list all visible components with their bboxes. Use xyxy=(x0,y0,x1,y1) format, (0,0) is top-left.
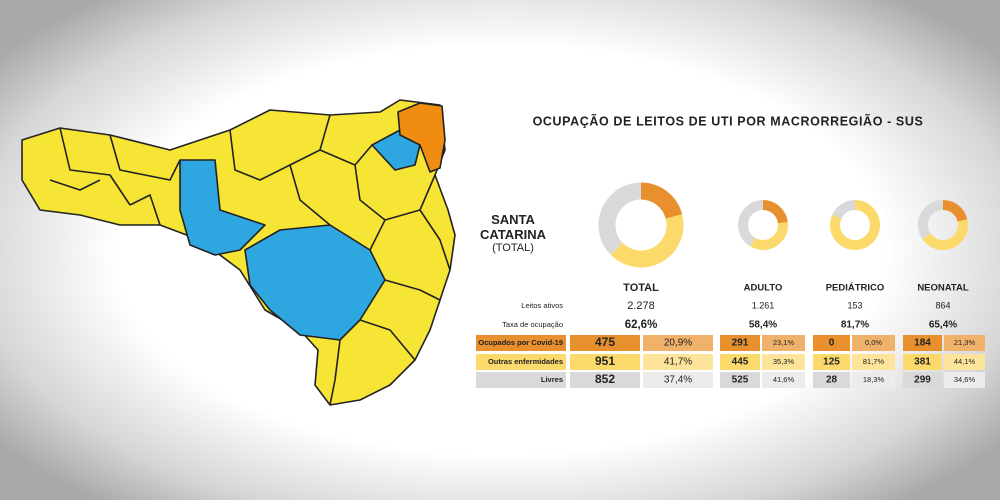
pct: 41,6% xyxy=(773,375,795,384)
pct: 35,3% xyxy=(773,357,795,366)
count: 381 xyxy=(914,357,931,368)
map-border xyxy=(49,114,451,406)
count: 28 xyxy=(826,375,838,386)
leitos-ativos: 153 xyxy=(847,300,862,310)
count-cell xyxy=(720,372,760,388)
leitos-ativos: 2.278 xyxy=(627,300,655,312)
pct: 81,7% xyxy=(863,357,885,366)
pct: 20,9% xyxy=(664,338,692,349)
row-label-bg xyxy=(476,354,566,370)
map xyxy=(21,99,456,406)
count-cell xyxy=(903,335,942,351)
count-cell xyxy=(720,335,760,351)
row-label: Taxa de ocupação xyxy=(502,320,563,329)
count: 525 xyxy=(732,375,749,386)
count-cell xyxy=(813,372,850,388)
map-region-blue xyxy=(179,159,266,256)
pct-cell xyxy=(762,335,805,351)
count-cell xyxy=(570,335,640,351)
row-label-bg xyxy=(476,372,566,388)
pct-cell xyxy=(944,335,985,351)
pct: 0,0% xyxy=(865,338,882,347)
leitos-ativos: 1.261 xyxy=(752,300,775,310)
count: 0 xyxy=(829,338,835,349)
pct-cell xyxy=(762,354,805,370)
row-label: Leitos ativos xyxy=(521,301,563,310)
taxa: 58,4% xyxy=(749,320,777,331)
table: Leitos ativos Taxa de ocupação Ocupados po… xyxy=(476,182,985,388)
donut-segment xyxy=(918,200,968,250)
count: 299 xyxy=(914,375,931,386)
count: 184 xyxy=(914,338,931,349)
pct: 23,1% xyxy=(773,338,795,347)
pct-cell xyxy=(762,372,805,388)
column-header: TOTAL xyxy=(623,282,659,294)
row-label: Livres xyxy=(541,375,563,384)
pct: 41,7% xyxy=(664,357,692,368)
row-label-bg xyxy=(476,335,566,351)
pct: 34,6% xyxy=(954,375,976,384)
count-cell xyxy=(903,372,942,388)
donut-segment xyxy=(918,200,968,250)
region-subtitle: (TOTAL) xyxy=(492,242,534,254)
count-cell xyxy=(570,354,640,370)
count-cell xyxy=(570,372,640,388)
pct-cell xyxy=(944,354,985,370)
column-header: ADULTO xyxy=(744,283,783,294)
count-cell xyxy=(903,354,942,370)
taxa: 65,4% xyxy=(929,320,957,331)
count: 445 xyxy=(732,357,749,368)
count: 951 xyxy=(595,354,615,368)
region-name-line: SANTA CATARINA xyxy=(480,212,547,242)
count: 475 xyxy=(595,335,615,349)
pct: 44,1% xyxy=(954,357,976,366)
pct: 21,3% xyxy=(954,338,976,347)
count: 852 xyxy=(595,372,615,386)
pct-cell xyxy=(643,354,713,370)
pct-cell xyxy=(852,372,895,388)
taxa: 81,7% xyxy=(841,320,869,331)
donut-segment xyxy=(598,182,684,268)
pct-cell xyxy=(643,372,713,388)
donut-segment xyxy=(830,200,880,250)
count-cell xyxy=(813,354,850,370)
map-region-blue xyxy=(371,129,421,171)
pct-cell xyxy=(852,335,895,351)
count-cell xyxy=(720,354,760,370)
column-header: NEONATAL xyxy=(917,283,969,294)
donut-segment xyxy=(738,200,788,250)
row-label: Outras enfermidades xyxy=(488,357,563,366)
pct-cell xyxy=(643,335,713,351)
pct: 18,3% xyxy=(863,375,885,384)
count: 291 xyxy=(732,338,749,349)
count: 125 xyxy=(823,357,840,368)
leitos-ativos: 864 xyxy=(935,300,950,310)
map-region-orange xyxy=(397,102,446,173)
count-cell xyxy=(813,335,850,351)
title: OCUPAÇÃO DE LEITOS DE UTI POR MACRORREGI… xyxy=(533,113,924,128)
pct: 37,4% xyxy=(664,375,692,386)
row-label: Ocupados por Covid-19 xyxy=(478,338,563,347)
donut-segment xyxy=(738,200,788,250)
donut-segment xyxy=(598,182,684,268)
pct-cell xyxy=(852,354,895,370)
column-header: PEDIÁTRICO xyxy=(826,283,885,294)
taxa: 62,6% xyxy=(625,319,658,331)
pct-cell xyxy=(944,372,985,388)
